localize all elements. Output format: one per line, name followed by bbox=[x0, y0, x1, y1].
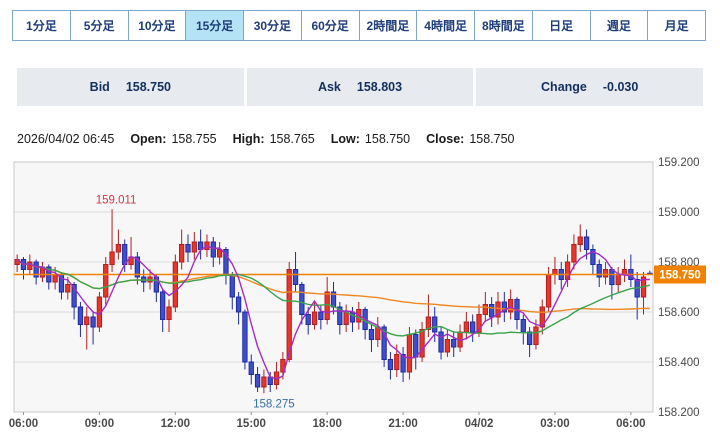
tab-60min[interactable]: 60分足 bbox=[300, 11, 359, 40]
tab-2hour[interactable]: 2時間足 bbox=[358, 11, 417, 40]
ohlc-open: Open: 158.755 bbox=[130, 132, 217, 146]
svg-text:158.600: 158.600 bbox=[658, 307, 700, 319]
ohlc-high: High: 158.765 bbox=[232, 132, 315, 146]
candlestick-chart: 159.200159.000158.800158.600158.400158.2… bbox=[9, 157, 706, 430]
timeframe-tabbar: 1分足 5分足 10分足 15分足 30分足 60分足 2時間足 4時間足 8時間足 日足 週足 月足 bbox=[12, 10, 706, 41]
svg-text:15:00: 15:00 bbox=[237, 418, 266, 430]
svg-text:159.000: 159.000 bbox=[658, 207, 700, 219]
ohlc-info: 2026/04/02 06:45 Open: 158.755 High: 158… bbox=[17, 132, 515, 146]
tab-month[interactable]: 月足 bbox=[647, 11, 705, 40]
y-axis-labels: 159.200159.000158.800158.600158.400158.2… bbox=[658, 157, 700, 419]
change-cell: Change -0.030 bbox=[476, 68, 704, 106]
tab-8hour[interactable]: 8時間足 bbox=[474, 11, 532, 40]
svg-text:09:00: 09:00 bbox=[85, 418, 114, 430]
tab-day[interactable]: 日足 bbox=[531, 11, 590, 40]
svg-text:159.200: 159.200 bbox=[658, 157, 700, 169]
svg-text:21:00: 21:00 bbox=[388, 418, 417, 430]
tab-5min[interactable]: 5分足 bbox=[69, 11, 128, 40]
svg-text:158.400: 158.400 bbox=[658, 357, 700, 369]
low-annotation: 158.275 bbox=[253, 398, 295, 410]
ma-line-5 bbox=[16, 245, 650, 380]
tab-4hour[interactable]: 4時間足 bbox=[416, 11, 474, 40]
tab-week[interactable]: 週足 bbox=[589, 11, 648, 40]
svg-text:06:00: 06:00 bbox=[616, 418, 645, 430]
svg-text:18:00: 18:00 bbox=[312, 418, 341, 430]
ma-line-25 bbox=[16, 258, 650, 337]
plot-border bbox=[13, 161, 654, 413]
bid-value: 158.750 bbox=[125, 80, 171, 94]
bid-cell: Bid 158.750 bbox=[17, 68, 244, 106]
tab-1min[interactable]: 1分足 bbox=[13, 11, 70, 40]
ohlc-low: Low: 158.750 bbox=[330, 132, 411, 146]
ohlc-datetime: 2026/04/02 06:45 bbox=[17, 132, 115, 146]
svg-text:158.750: 158.750 bbox=[659, 270, 701, 282]
change-value: -0.030 bbox=[602, 80, 639, 94]
svg-text:03:00: 03:00 bbox=[540, 418, 569, 430]
x-axis-labels: 06:00 09:00 12:00 15:00 18:00 21:00 04/02 03:00… bbox=[9, 412, 646, 430]
svg-text:06:00: 06:00 bbox=[9, 418, 38, 430]
tab-30min[interactable]: 30分足 bbox=[243, 11, 301, 40]
ohlc-close: Close: 158.750 bbox=[426, 132, 515, 146]
ask-cell: Ask 158.803 bbox=[246, 68, 474, 106]
tab-15min[interactable]: 15分足 bbox=[185, 11, 243, 40]
ask-value: 158.803 bbox=[356, 80, 403, 94]
current-price-badge: 158.750 bbox=[654, 265, 706, 284]
bid-label: Bid bbox=[89, 80, 110, 94]
quote-bar: Bid 158.750 Ask 158.803 Change -0.030 bbox=[17, 68, 704, 106]
tab-10min[interactable]: 10分足 bbox=[127, 11, 186, 40]
svg-text:12:00: 12:00 bbox=[161, 418, 190, 430]
change-label: Change bbox=[541, 80, 587, 94]
ask-label: Ask bbox=[317, 80, 341, 94]
svg-text:158.200: 158.200 bbox=[658, 407, 700, 419]
svg-text:04/02: 04/02 bbox=[465, 418, 494, 430]
candles-group bbox=[14, 209, 653, 394]
high-annotation: 159.011 bbox=[96, 194, 137, 206]
